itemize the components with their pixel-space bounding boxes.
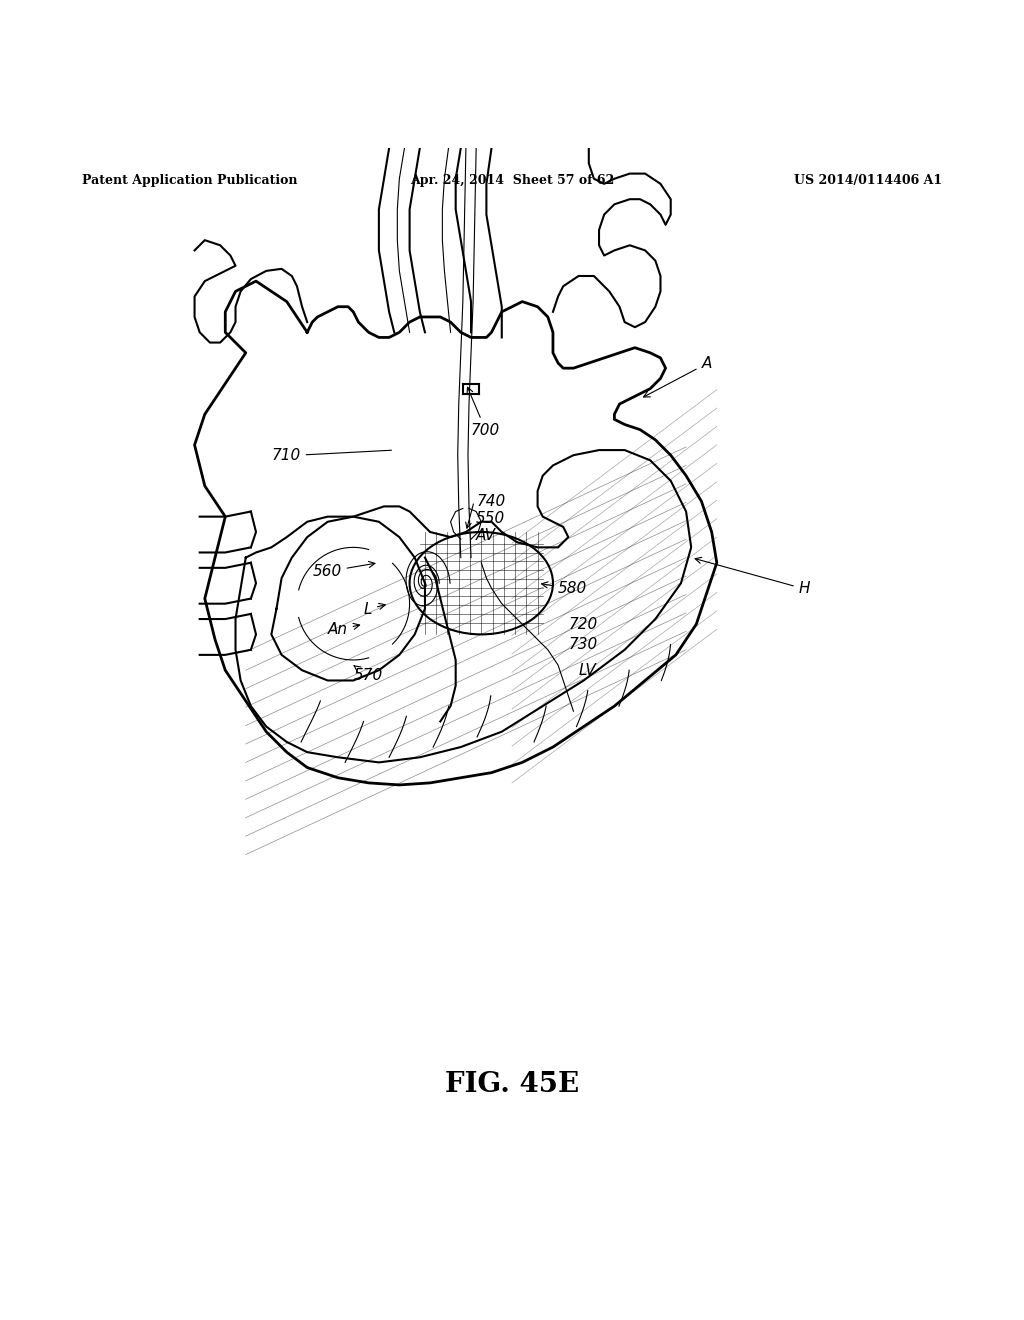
Text: 710: 710: [271, 449, 391, 463]
Text: LV: LV: [579, 663, 596, 677]
Text: FIG. 45E: FIG. 45E: [445, 1072, 579, 1098]
Text: Patent Application Publication: Patent Application Publication: [82, 174, 297, 186]
Text: H: H: [695, 557, 810, 597]
Text: US 2014/0114406 A1: US 2014/0114406 A1: [794, 174, 942, 186]
Text: 740: 740: [476, 494, 506, 508]
Text: L: L: [364, 602, 385, 616]
Text: An: An: [328, 623, 359, 638]
Text: 700: 700: [467, 387, 501, 438]
Text: 580: 580: [542, 581, 588, 597]
Text: Apr. 24, 2014  Sheet 57 of 62: Apr. 24, 2014 Sheet 57 of 62: [410, 174, 614, 186]
Text: A: A: [643, 356, 712, 397]
Text: 550: 550: [476, 511, 506, 527]
Text: 560: 560: [312, 561, 375, 579]
Text: 570: 570: [353, 665, 383, 684]
Text: AV: AV: [476, 528, 497, 543]
Text: 720: 720: [568, 616, 598, 632]
Text: 730: 730: [568, 638, 598, 652]
